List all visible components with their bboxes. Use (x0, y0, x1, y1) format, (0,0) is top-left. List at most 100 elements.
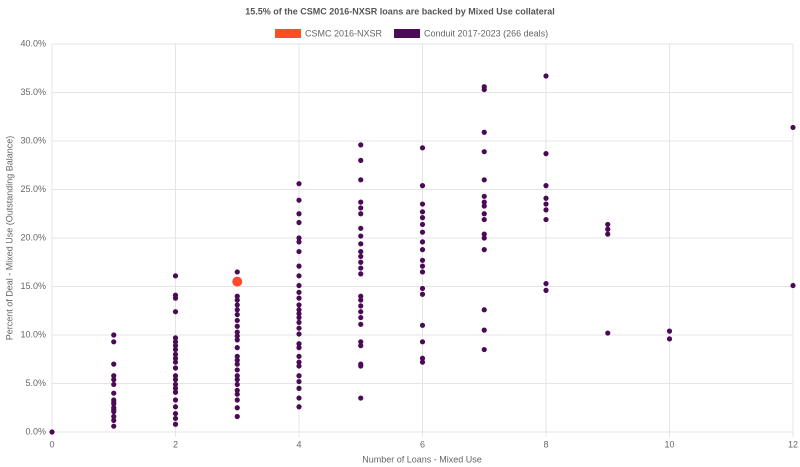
data-point (234, 302, 240, 308)
data-point (172, 343, 179, 349)
data-point (172, 404, 179, 410)
data-point (481, 307, 487, 313)
data-point (234, 307, 240, 313)
data-point (49, 429, 55, 435)
data-point (111, 332, 117, 338)
legend-swatch (275, 29, 301, 38)
data-point (481, 235, 487, 241)
data-point (296, 289, 302, 295)
data-point (111, 417, 117, 423)
data-point (172, 359, 179, 365)
data-point (790, 124, 796, 131)
data-point (111, 413, 117, 420)
data-point (481, 149, 487, 155)
data-point (232, 276, 243, 287)
data-point (234, 381, 240, 388)
data-point (419, 291, 426, 297)
data-point (543, 216, 549, 223)
data-point (234, 323, 240, 329)
data-point (419, 285, 426, 292)
data-point (358, 142, 364, 148)
chart-title: 15.5% of the CSMC 2016-NXSR loans are ba… (245, 6, 555, 16)
data-point (358, 248, 364, 255)
data-point (419, 257, 426, 263)
y-tick-label: 40.0% (20, 38, 46, 48)
data-point (543, 201, 549, 207)
data-point (172, 309, 179, 315)
legend-swatch (394, 29, 421, 38)
data-point (543, 183, 549, 189)
data-point (358, 157, 364, 163)
y-tick-label: 15.0% (20, 281, 46, 291)
data-point (172, 295, 179, 301)
data-point (296, 248, 302, 255)
data-point (358, 259, 364, 265)
data-point (296, 197, 302, 203)
data-point (296, 302, 302, 308)
data-point (296, 341, 302, 347)
data-point (481, 211, 487, 217)
data-point (234, 333, 240, 339)
data-point (605, 231, 611, 237)
data-point (234, 391, 240, 397)
y-tick-label: 10.0% (20, 329, 46, 339)
data-point (234, 387, 240, 393)
data-point (358, 343, 364, 349)
data-point (419, 239, 426, 245)
data-point (234, 367, 240, 373)
data-point (605, 226, 611, 232)
data-point (172, 335, 179, 341)
data-point (296, 273, 302, 279)
data-point (419, 355, 426, 361)
data-point (543, 207, 549, 213)
data-point (543, 287, 549, 293)
data-point (296, 385, 302, 391)
data-point (234, 329, 240, 335)
data-point (296, 363, 302, 369)
data-point (419, 221, 426, 228)
data-point (358, 177, 364, 183)
data-point (419, 359, 426, 365)
data-point (358, 199, 364, 205)
data-point (234, 297, 240, 303)
data-point (234, 397, 240, 403)
data-point (111, 381, 117, 388)
data-point (111, 407, 117, 413)
data-point (419, 145, 426, 151)
data-point (172, 339, 179, 345)
data-point (481, 216, 487, 223)
y-axis-label: Percent of Deal - Mixed Use (Outstanding… (4, 136, 14, 341)
data-point (481, 203, 487, 209)
data-point (111, 373, 117, 379)
legend-label: Conduit 2017-2023 (266 deals) (424, 28, 548, 38)
data-point (666, 336, 673, 342)
y-tick-label: 30.0% (20, 135, 46, 145)
data-point (172, 373, 179, 379)
data-point (296, 395, 302, 401)
data-point (419, 339, 426, 345)
data-point (419, 263, 426, 269)
data-point (419, 247, 426, 253)
data-point (172, 381, 179, 388)
data-point (358, 233, 364, 239)
data-point (358, 309, 364, 315)
data-point (234, 413, 240, 420)
data-point (234, 377, 240, 383)
data-point (358, 241, 364, 247)
data-point (234, 317, 240, 324)
data-point (358, 339, 364, 345)
x-tick-label: 6 (420, 439, 425, 449)
data-point (296, 331, 302, 337)
data-point (234, 361, 240, 367)
data-point (111, 361, 117, 367)
data-point (296, 239, 302, 245)
x-axis-label: Number of Loans - Mixed Use (362, 454, 482, 464)
data-point (296, 295, 302, 301)
data-point (358, 297, 364, 303)
x-tick-label: 10 (664, 439, 674, 449)
data-point (296, 353, 302, 359)
data-point (296, 345, 302, 351)
data-point (358, 271, 364, 277)
y-tick-label: 20.0% (20, 232, 46, 242)
